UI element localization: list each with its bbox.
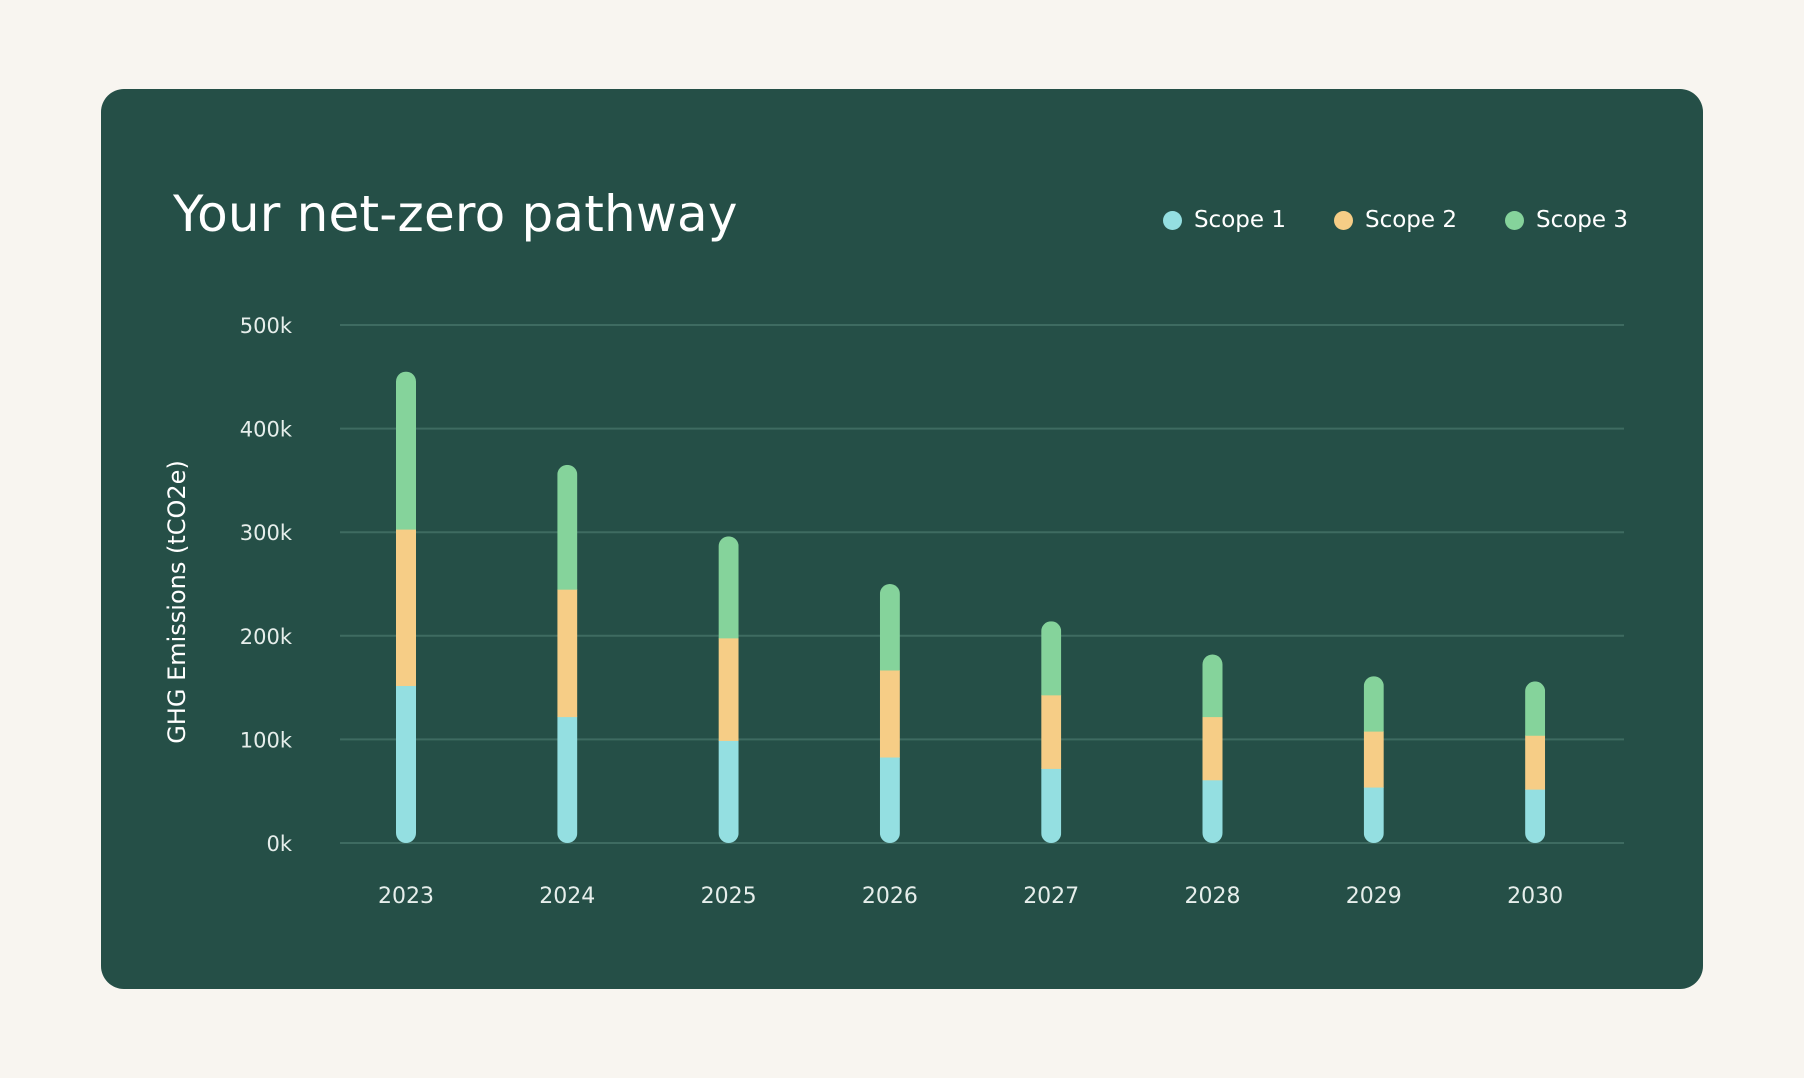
bar-segment-scope-3 bbox=[1202, 654, 1223, 718]
bar-segment-scope-3 bbox=[1363, 676, 1384, 732]
x-tick-label: 2024 bbox=[539, 884, 595, 909]
legend-swatch-scope-3 bbox=[1504, 210, 1524, 230]
legend-item-scope-1: Scope 1 bbox=[1162, 207, 1286, 233]
chart-legend: Scope 1 Scope 2 Scope 3 bbox=[1162, 204, 1628, 236]
bar-stack-2028 bbox=[1202, 654, 1223, 843]
x-tick-label: 2029 bbox=[1346, 884, 1402, 909]
bar-segment-scope-1 bbox=[1202, 779, 1223, 843]
bar-stack-2024 bbox=[557, 464, 578, 843]
bar-stack-2030 bbox=[1525, 681, 1546, 843]
bar-segment-scope-2 bbox=[718, 637, 739, 741]
y-tick-label: 400k bbox=[240, 418, 293, 442]
x-axis-ticks: 2023 2024 2025 2026 2027 2028 2029 2030 bbox=[378, 884, 1563, 909]
bar-segment-scope-2 bbox=[1202, 716, 1223, 781]
legend-item-scope-3: Scope 3 bbox=[1504, 207, 1628, 233]
bar-stack-2026 bbox=[879, 584, 900, 843]
legend-item-scope-2: Scope 2 bbox=[1333, 207, 1457, 233]
y-axis-label: GHG Emissions (tCO2e) bbox=[163, 460, 191, 744]
bar-segment-scope-3 bbox=[396, 371, 416, 530]
chart-card: Your net-zero pathway Scope 1 Scope 2 Sc… bbox=[101, 89, 1703, 989]
x-tick-label: 2023 bbox=[378, 884, 434, 909]
bar-segment-scope-3 bbox=[557, 464, 578, 590]
chart-title: Your net-zero pathway bbox=[173, 185, 738, 243]
bar-segment-scope-1 bbox=[1041, 768, 1062, 844]
bar-segment-scope-2 bbox=[879, 669, 900, 758]
bars bbox=[396, 371, 1546, 844]
bar-segment-scope-3 bbox=[1041, 621, 1062, 696]
bar-segment-scope-2 bbox=[1363, 731, 1384, 788]
bar-segment-scope-1 bbox=[1525, 789, 1546, 843]
legend-swatch-scope-1 bbox=[1162, 210, 1182, 230]
bar-segment-scope-1 bbox=[1363, 787, 1384, 843]
x-tick-label: 2030 bbox=[1507, 884, 1563, 909]
y-axis-ticks: 0k 100k 200k 300k 400k 500k bbox=[240, 314, 293, 856]
y-tick-label: 100k bbox=[240, 728, 293, 752]
bar-segment-scope-1 bbox=[718, 740, 739, 843]
bar-segment-scope-1 bbox=[557, 716, 578, 843]
bar-stack-2029 bbox=[1363, 676, 1384, 843]
bar-stack-2023 bbox=[396, 371, 416, 843]
bar-segment-scope-2 bbox=[1525, 735, 1546, 790]
bar-stack-2027 bbox=[1041, 621, 1062, 844]
bar-segment-scope-3 bbox=[1525, 681, 1546, 736]
x-tick-label: 2028 bbox=[1185, 884, 1241, 909]
legend-swatch-scope-2 bbox=[1333, 210, 1353, 230]
y-tick-label: 0k bbox=[266, 832, 292, 856]
gridlines bbox=[340, 324, 1624, 844]
bar-segment-scope-1 bbox=[396, 685, 416, 843]
legend-label-scope-1: Scope 1 bbox=[1193, 207, 1286, 233]
bar-segment-scope-2 bbox=[1041, 694, 1062, 769]
legend-label-scope-3: Scope 3 bbox=[1535, 207, 1628, 233]
bar-segment-scope-2 bbox=[396, 529, 416, 687]
y-tick-label: 300k bbox=[240, 521, 293, 545]
bar-segment-scope-2 bbox=[557, 589, 578, 718]
y-tick-label: 500k bbox=[240, 314, 293, 338]
x-tick-label: 2026 bbox=[862, 884, 918, 909]
x-tick-label: 2027 bbox=[1023, 884, 1079, 909]
bar-segment-scope-1 bbox=[879, 757, 900, 843]
bar-segment-scope-3 bbox=[879, 584, 900, 671]
bar-stack-2025 bbox=[718, 536, 739, 843]
x-tick-label: 2025 bbox=[701, 884, 757, 909]
y-tick-label: 200k bbox=[240, 625, 293, 649]
bar-segment-scope-3 bbox=[718, 536, 739, 639]
legend-label-scope-2: Scope 2 bbox=[1364, 207, 1457, 233]
